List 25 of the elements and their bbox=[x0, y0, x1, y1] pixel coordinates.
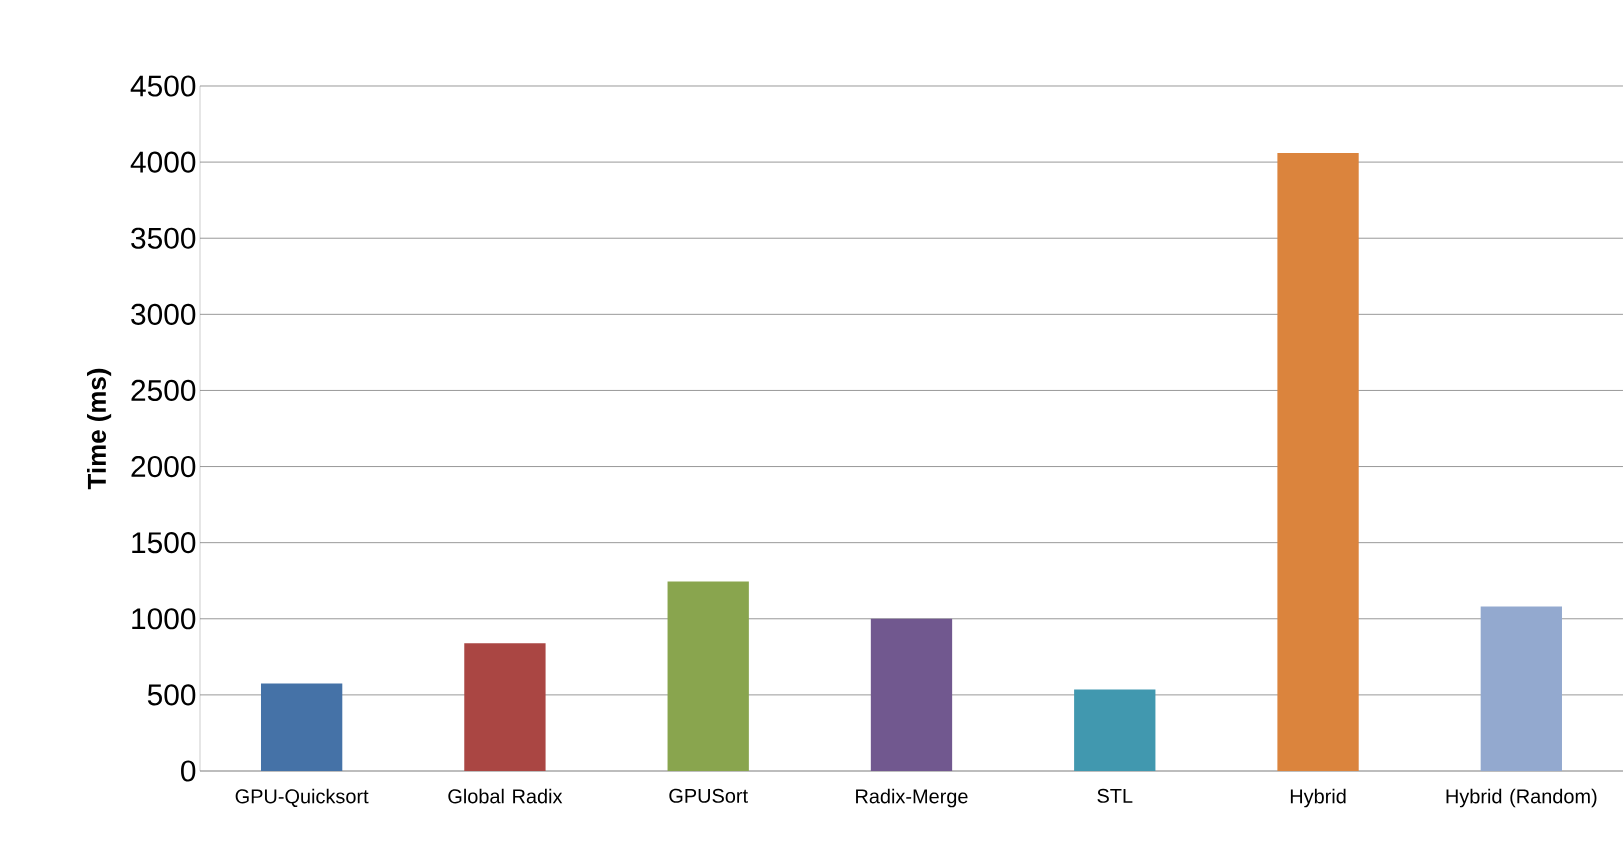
y-tick-label: 500 bbox=[147, 684, 196, 706]
x-tick-label: GPU-Quicksort bbox=[235, 788, 369, 807]
x-tick-label: Global Radix bbox=[448, 788, 563, 804]
bar bbox=[464, 643, 546, 771]
bar bbox=[1074, 689, 1156, 771]
bar bbox=[260, 683, 343, 771]
y-tick-label: 2500 bbox=[131, 379, 196, 402]
x-tick-label: Hybrid (Random) bbox=[1446, 788, 1597, 808]
y-tick-label: 4500 bbox=[130, 75, 196, 97]
x-tick-label: Hybrid bbox=[1290, 788, 1346, 808]
y-tick-label: 1000 bbox=[132, 608, 196, 630]
bar bbox=[870, 618, 953, 771]
bar bbox=[1480, 606, 1562, 771]
y-tick-label: 4000 bbox=[130, 151, 196, 173]
y-tick-label: 0 bbox=[181, 760, 196, 782]
y-tick-label: 3000 bbox=[131, 303, 196, 325]
bar bbox=[1277, 152, 1359, 771]
y-tick-label: 1500 bbox=[132, 532, 196, 554]
x-tick-label: STL bbox=[1097, 788, 1133, 803]
y-tick-label: 3500 bbox=[131, 227, 196, 249]
y-tick-label: 2000 bbox=[131, 455, 196, 478]
y-axis-title: Time (ms) bbox=[87, 368, 112, 490]
x-tick-label: GPUSort bbox=[669, 788, 748, 803]
bar bbox=[667, 581, 749, 771]
x-tick-label: Radix-Merge bbox=[856, 788, 968, 808]
